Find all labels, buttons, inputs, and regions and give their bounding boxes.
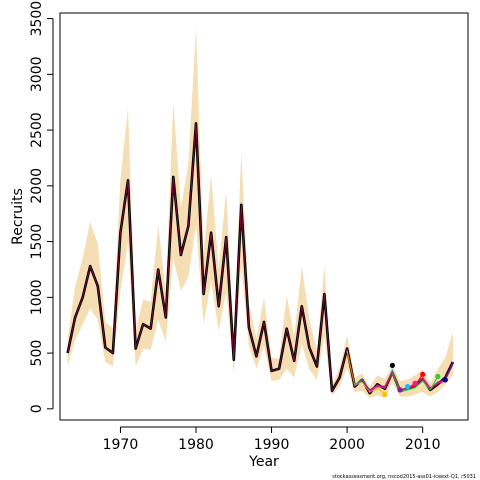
y-tick-label-0: 0 (29, 404, 45, 413)
series-layer (66, 122, 455, 395)
y-tick-label-2000: 2000 (29, 168, 45, 204)
y-tick-label-1500: 1500 (29, 224, 45, 260)
endpoint-marker-2 (397, 387, 403, 393)
endpoint-marker-6 (435, 373, 441, 380)
x-tick-label-2000: 2000 (329, 437, 365, 453)
x-tick-label-2010: 2010 (405, 437, 441, 453)
y-tick-label-3000: 3000 (29, 56, 45, 92)
y-tick-label-3500: 3500 (29, 1, 45, 37)
main-series-overlay (67, 123, 454, 394)
y-tick-label-500: 500 (29, 340, 45, 367)
y-tick-label-2500: 2500 (29, 112, 45, 148)
endpoint-marker-1 (389, 362, 395, 368)
y-tick-label-1000: 1000 (29, 279, 45, 315)
endpoint-marker-0 (382, 391, 388, 397)
plot-frame (59, 12, 469, 421)
endpoint-marker-4 (412, 380, 418, 386)
x-tick-label-1970: 1970 (103, 437, 139, 453)
endpoint-marker-7 (442, 377, 448, 383)
endpoint-marker-3 (405, 383, 411, 390)
x-axis-title: Year (248, 454, 279, 470)
x-tick-label-1980: 1980 (178, 437, 214, 453)
source-footnote: stockassessment.org, nscod2015-ass01-ice… (332, 474, 476, 480)
endpoint-marker-5 (420, 371, 426, 377)
axes-layer: 1970 1980 1990 2000 2010 0 500 1000 1500 2000 2500… (29, 1, 440, 453)
endpoint-markers-layer (382, 362, 448, 397)
y-axis-title: Recruits (10, 188, 26, 245)
x-tick-label-1990: 1990 (254, 437, 290, 453)
